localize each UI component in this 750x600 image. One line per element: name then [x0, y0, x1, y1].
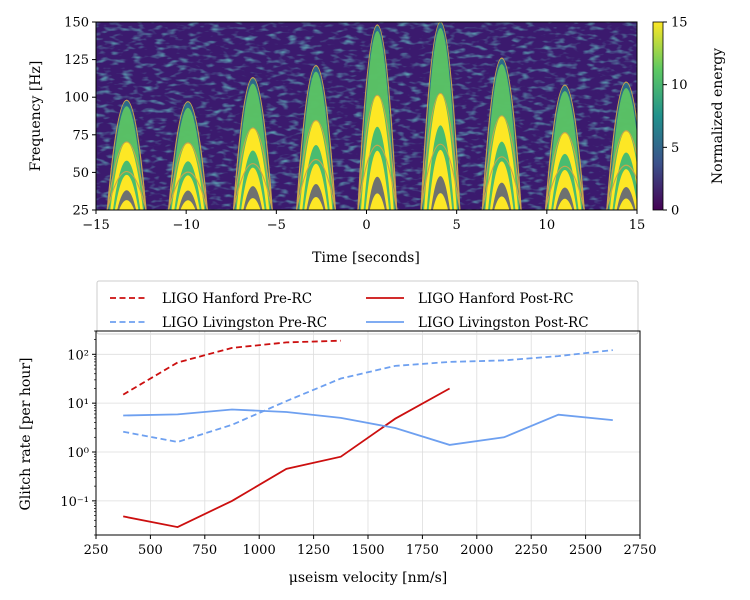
spectrogram-x-ticks: −15 −10 −5 0 5 10 15: [82, 210, 645, 233]
y-tick-label: 10⁻¹: [60, 495, 89, 510]
y-tick-label: 10⁰: [67, 446, 89, 461]
y-tick-label: 10¹: [67, 397, 89, 412]
spectrogram-track: [232, 127, 273, 210]
x-tick-label: 1000: [243, 543, 276, 558]
colorbar-gradient: [652, 21, 664, 211]
spectrogram-arch-layer: [557, 198, 573, 210]
y-tick-label: 50: [72, 166, 89, 181]
colorbar-tick-label: 10: [671, 78, 688, 93]
y-tick-label: 10²: [67, 348, 89, 363]
spectrogram-arch-layer: [119, 200, 135, 210]
x-tick-label: 250: [84, 543, 109, 558]
spectrogram-track: [296, 159, 336, 210]
spectrogram-y-ticks: 25 50 75 100 125 150: [64, 16, 96, 219]
spectrogram-track: [481, 156, 522, 210]
spectrogram-track: [481, 57, 522, 210]
series-line-ligo-hanford-post-rc: [123, 387, 451, 529]
series-line-ligo-livingston-pre-rc: [123, 349, 613, 443]
spectrogram-track: [232, 77, 273, 210]
y-tick-label: 25: [72, 204, 89, 219]
spectrogram-track: [544, 165, 585, 210]
x-tick-label: 500: [138, 543, 163, 558]
x-tick-label: −10: [172, 218, 199, 233]
spectrogram-track: [357, 94, 398, 210]
grid: [95, 331, 641, 535]
legend-label: LIGO Livingston Post-RC: [418, 315, 589, 331]
spectrogram-track: [232, 163, 273, 210]
spectrogram-track: [544, 132, 585, 210]
x-tick-label: 15: [629, 218, 646, 233]
spectrogram-track: [168, 171, 208, 210]
y-tick-label: 150: [64, 16, 89, 31]
x-tick-label: 2500: [569, 543, 602, 558]
x-tick-label: −15: [82, 218, 109, 233]
spectrogram-track: [357, 24, 398, 210]
spectrogram-track: [481, 115, 522, 210]
spectrogram-track: [606, 130, 637, 210]
spectrogram-track: [167, 101, 208, 210]
spectrogram-track: [167, 142, 208, 210]
legend-label: LIGO Hanford Pre-RC: [162, 291, 312, 307]
legend-label: LIGO Livingston Pre-RC: [162, 315, 327, 331]
spectrogram-track: [544, 84, 585, 210]
spectrogram-arch-layer: [432, 193, 449, 210]
glitch-y-label: Glitch rate [per hour]: [18, 358, 34, 511]
series-line-ligo-livingston-post-rc: [123, 408, 613, 446]
y-tick-label: 100: [64, 91, 89, 106]
y-tick-label: 125: [64, 53, 89, 68]
spectrogram-x-label: Time [seconds]: [312, 250, 420, 266]
spectrogram-track: [606, 81, 637, 210]
spectrogram-arch-layer: [618, 198, 634, 210]
spectrogram-track: [106, 99, 147, 210]
x-tick-label: 750: [192, 543, 217, 558]
colorbar-tick-label: 0: [671, 204, 679, 219]
x-tick-label: 1250: [297, 543, 330, 558]
spectrogram-track: [420, 143, 461, 210]
spectrogram-arch-layer: [369, 193, 385, 210]
spectrogram-track: [106, 141, 147, 210]
colorbar-tick-label: 5: [671, 141, 679, 156]
spectrogram-track: [106, 171, 147, 210]
x-tick-label: 10: [539, 218, 556, 233]
legend: LIGO Hanford Pre-RC LIGO Hanford Post-RC L…: [96, 280, 639, 335]
x-tick-label: 5: [453, 218, 461, 233]
legend-label: LIGO Hanford Post-RC: [418, 291, 574, 307]
spectrogram-arch-layer: [308, 197, 324, 210]
glitch-rate-panel: 250 500 750 1000 1250 1500 1750 2000 2250 2500 275…: [18, 330, 657, 586]
spectrogram-arches: [106, 22, 637, 210]
colorbar-ticks: 0 5 10 15: [663, 16, 688, 219]
colorbar: 0 5 10 15 Normalized energy: [652, 16, 726, 219]
x-tick-label: 2750: [623, 543, 656, 558]
spectrogram-arch-layer: [180, 200, 196, 210]
x-tick-label: 1500: [351, 543, 384, 558]
x-tick-label: 1750: [406, 543, 439, 558]
glitch-y-ticks: 10⁻¹ 10⁰ 10¹ 10²: [60, 330, 96, 536]
spectrogram-track: [420, 93, 461, 210]
series-lines: [122, 339, 613, 529]
spectrogram-track: [296, 65, 336, 210]
glitch-x-label: μseism velocity [nm/s]: [289, 570, 447, 586]
x-tick-label: −5: [267, 218, 286, 233]
x-tick-label: 2000: [460, 543, 493, 558]
spectrogram-track: [606, 164, 637, 210]
colorbar-label: Normalized energy: [710, 48, 726, 184]
spectrogram-panel: −15 −10 −5 0 5 10 15 25 50 75 100 125 150 Time [sec…: [28, 16, 645, 267]
glitch-x-ticks: 250 500 750 1000 1250 1500 1750 2000 2250 2500 275…: [84, 535, 657, 558]
spectrogram-arch-layer: [245, 198, 261, 210]
x-tick-label: 0: [362, 218, 370, 233]
spectrogram-y-label: Frequency [Hz]: [28, 61, 44, 172]
spectrogram-arch-layer: [494, 196, 510, 210]
colorbar-tick-label: 15: [671, 16, 688, 31]
spectrogram-track: [296, 119, 336, 210]
x-tick-label: 2250: [515, 543, 548, 558]
spectrogram-track: [357, 144, 398, 210]
series-line-ligo-hanford-pre-rc: [122, 339, 341, 396]
y-tick-label: 75: [72, 128, 89, 143]
legend-frame: [96, 280, 639, 335]
